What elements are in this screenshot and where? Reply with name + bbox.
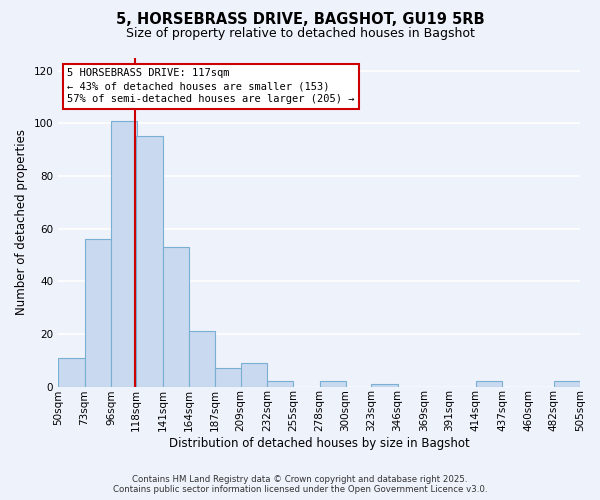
X-axis label: Distribution of detached houses by size in Bagshot: Distribution of detached houses by size … — [169, 437, 469, 450]
Bar — [215, 368, 242, 386]
Bar — [111, 120, 137, 386]
Bar — [476, 382, 502, 386]
Bar — [320, 382, 346, 386]
Text: 5, HORSEBRASS DRIVE, BAGSHOT, GU19 5RB: 5, HORSEBRASS DRIVE, BAGSHOT, GU19 5RB — [116, 12, 484, 28]
Text: Contains HM Land Registry data © Crown copyright and database right 2025.
Contai: Contains HM Land Registry data © Crown c… — [113, 474, 487, 494]
Bar — [189, 332, 215, 386]
Bar — [85, 239, 111, 386]
Bar — [371, 384, 398, 386]
Bar — [554, 382, 580, 386]
Bar — [163, 247, 189, 386]
Bar — [136, 136, 163, 386]
Y-axis label: Number of detached properties: Number of detached properties — [15, 129, 28, 315]
Bar — [58, 358, 85, 386]
Text: Size of property relative to detached houses in Bagshot: Size of property relative to detached ho… — [125, 28, 475, 40]
Text: 5 HORSEBRASS DRIVE: 117sqm
← 43% of detached houses are smaller (153)
57% of sem: 5 HORSEBRASS DRIVE: 117sqm ← 43% of deta… — [67, 68, 355, 104]
Bar — [241, 363, 267, 386]
Bar — [267, 382, 293, 386]
